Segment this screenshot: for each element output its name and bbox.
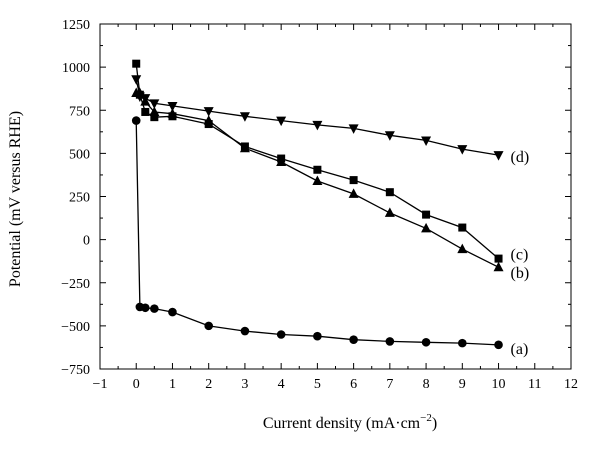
data-point-triangle-up — [384, 207, 395, 217]
x-tick-label: 10 — [492, 377, 506, 392]
data-point-triangle-up — [312, 175, 323, 185]
y-tick-label: −500 — [61, 320, 90, 335]
data-point-triangle-down — [239, 112, 250, 122]
series-layer: (a) (b)(c) (d) — [131, 59, 530, 358]
y-axis-title: Potential (mV versus RHE) — [7, 111, 24, 287]
data-point-circle — [349, 335, 358, 344]
series-label: (a) — [511, 341, 529, 358]
data-point-triangle-down — [203, 107, 214, 117]
x-tick-label: 7 — [386, 377, 393, 392]
data-point-circle — [421, 337, 431, 347]
data-point-square — [132, 59, 141, 68]
data-point-square — [168, 112, 177, 121]
data-point-square — [150, 113, 159, 122]
data-point-circle — [204, 321, 213, 331]
data-point-triangle-up — [457, 243, 468, 254]
data-point-circle — [313, 331, 322, 341]
series-d: (d) — [131, 75, 529, 166]
data-point-circle — [168, 307, 177, 317]
data-point-triangle-down — [493, 151, 504, 161]
data-point-square — [385, 188, 394, 197]
data-point-circle — [276, 330, 286, 339]
y-tick-label: 1250 — [62, 18, 90, 33]
data-point-square — [313, 165, 322, 174]
data-point-square — [240, 142, 249, 151]
y-tick-label: 250 — [69, 191, 90, 206]
data-point-triangle-down — [457, 145, 468, 155]
x-axis-title: Current density (mA·cm−2) — [263, 412, 437, 432]
x-tick-label: 2 — [205, 377, 212, 392]
x-tick-label: −1 — [93, 377, 108, 392]
axes: −1 0 1 2 3 4 5 6 7 8 9 10 11 12−750−500−2500250500750… — [61, 18, 578, 392]
data-point-triangle-down — [131, 75, 142, 85]
plot-frame — [99, 23, 572, 370]
data-point-triangle-down — [421, 136, 432, 146]
data-point-square — [458, 223, 467, 232]
data-point-triangle-up — [421, 222, 432, 233]
series-label: (b) — [511, 265, 530, 282]
x-tick-label: 1 — [169, 377, 176, 392]
data-point-triangle-down — [312, 120, 323, 131]
data-point-triangle-down — [276, 116, 287, 127]
y-tick-label: 500 — [69, 147, 90, 162]
data-point-triangle-down — [348, 124, 359, 134]
series-line — [135, 120, 499, 346]
x-tick-label: 5 — [314, 377, 321, 392]
series-b: (b) — [131, 87, 530, 282]
data-point-triangle-down — [149, 99, 160, 109]
data-point-square — [349, 176, 358, 185]
series-line — [135, 63, 499, 260]
data-point-square — [494, 254, 503, 263]
y-tick-label: 750 — [69, 104, 90, 119]
series-label: (d) — [511, 149, 530, 166]
data-point-circle — [240, 326, 250, 336]
x-tick-label: 9 — [459, 377, 466, 392]
data-point-triangle-down — [167, 101, 178, 112]
data-point-square — [277, 154, 286, 163]
y-tick-label: −250 — [61, 277, 90, 292]
y-tick-label: −750 — [61, 363, 90, 378]
series-label: (c) — [511, 247, 529, 264]
data-point-square — [141, 107, 150, 116]
data-point-circle — [131, 116, 141, 125]
data-point-square — [204, 120, 213, 129]
data-point-circle — [140, 303, 150, 313]
data-point-triangle-down — [140, 94, 151, 104]
data-point-circle — [150, 304, 159, 313]
data-point-triangle-up — [493, 261, 504, 272]
x-tick-label: 4 — [278, 377, 285, 392]
series-c: (c) — [132, 59, 529, 264]
y-tick-label: 0 — [83, 234, 90, 249]
x-tick-label: 12 — [564, 377, 578, 392]
data-point-triangle-up — [348, 188, 359, 198]
data-point-triangle-down — [384, 131, 395, 141]
data-point-square — [422, 210, 431, 219]
series-a: (a) — [131, 116, 529, 358]
data-point-circle — [385, 337, 395, 346]
x-tick-label: 8 — [423, 377, 430, 392]
x-tick-label: 11 — [528, 377, 541, 392]
x-tick-label: 3 — [241, 377, 248, 392]
data-point-circle — [458, 338, 467, 348]
x-tick-label: 0 — [133, 377, 140, 392]
x-tick-label: 6 — [350, 377, 357, 392]
data-point-circle — [494, 340, 503, 350]
y-tick-label: 1000 — [62, 61, 90, 76]
